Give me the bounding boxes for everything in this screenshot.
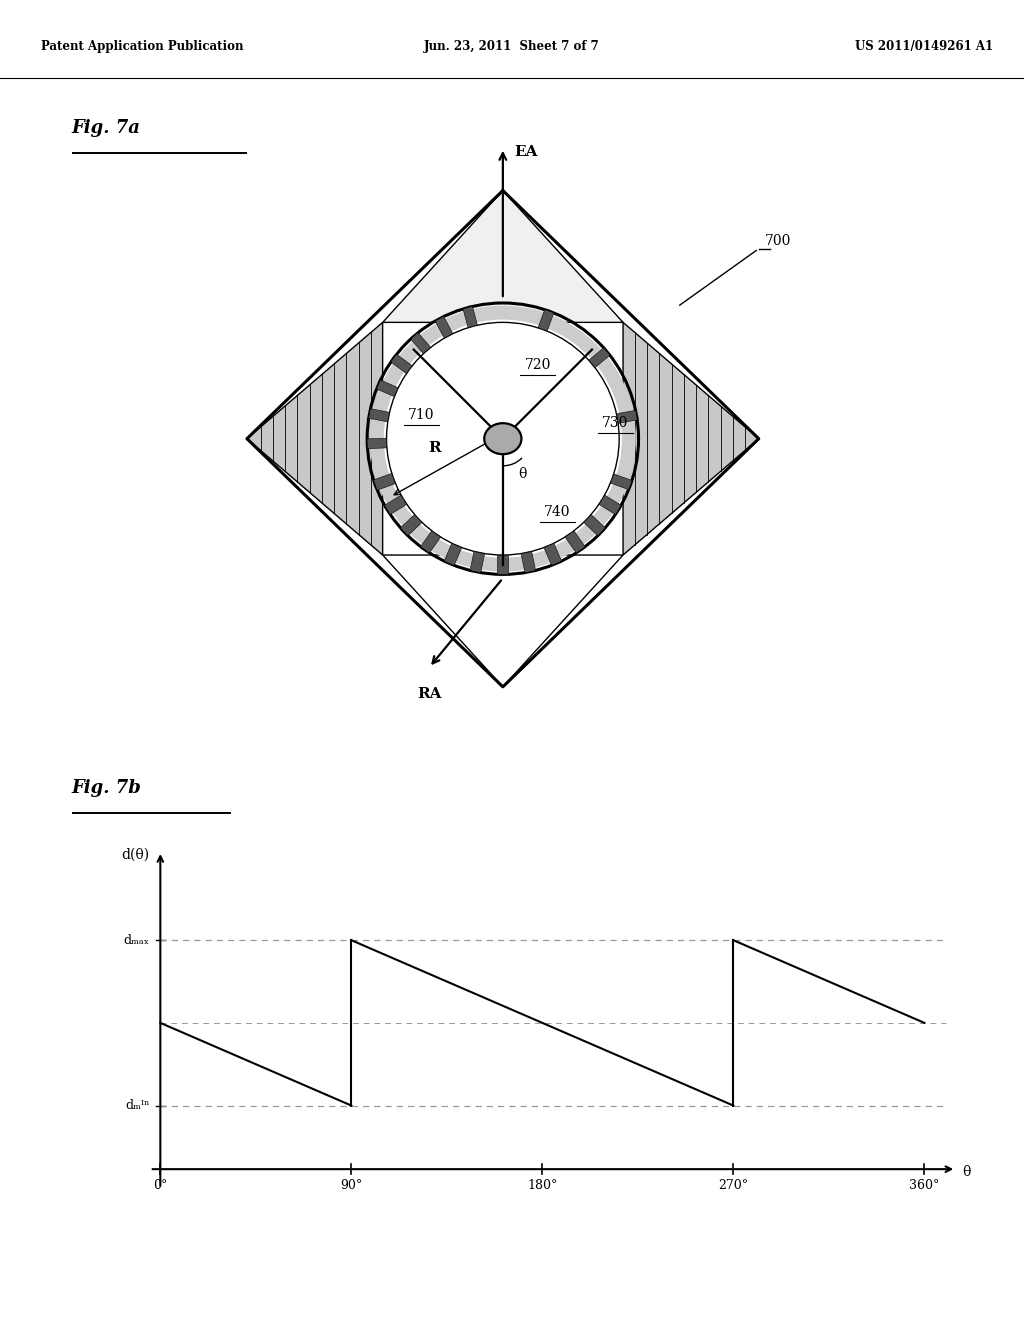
- Polygon shape: [589, 347, 610, 368]
- Polygon shape: [421, 531, 440, 553]
- Polygon shape: [383, 190, 623, 322]
- Text: θ: θ: [963, 1166, 971, 1179]
- Polygon shape: [498, 554, 508, 574]
- Ellipse shape: [484, 424, 521, 454]
- Polygon shape: [623, 322, 759, 554]
- Text: Jun. 23, 2011  Sheet 7 of 7: Jun. 23, 2011 Sheet 7 of 7: [424, 40, 600, 53]
- Text: 710: 710: [409, 408, 434, 422]
- Polygon shape: [374, 474, 395, 490]
- Text: θ: θ: [518, 466, 526, 480]
- Polygon shape: [538, 309, 554, 331]
- Polygon shape: [565, 531, 585, 553]
- Polygon shape: [599, 495, 622, 515]
- Text: 740: 740: [544, 506, 570, 519]
- Polygon shape: [470, 552, 484, 573]
- Polygon shape: [584, 515, 605, 536]
- Text: 90°: 90°: [340, 1179, 362, 1192]
- Polygon shape: [367, 438, 387, 449]
- Polygon shape: [411, 333, 431, 354]
- Polygon shape: [400, 515, 422, 536]
- Text: 180°: 180°: [527, 1179, 557, 1192]
- Text: 0°: 0°: [154, 1179, 168, 1192]
- Text: dₘₐₓ: dₘₐₓ: [124, 933, 150, 946]
- Text: EA: EA: [514, 145, 538, 158]
- Polygon shape: [463, 306, 477, 327]
- Polygon shape: [521, 552, 536, 573]
- Polygon shape: [369, 409, 389, 422]
- Text: Fig. 7b: Fig. 7b: [72, 779, 141, 797]
- Ellipse shape: [377, 313, 629, 565]
- Polygon shape: [391, 354, 412, 374]
- Text: 720: 720: [524, 358, 551, 372]
- Text: 360°: 360°: [909, 1179, 940, 1192]
- Polygon shape: [247, 322, 383, 554]
- Polygon shape: [544, 544, 561, 565]
- Text: 270°: 270°: [718, 1179, 749, 1192]
- Text: dₘᴵⁿ: dₘᴵⁿ: [125, 1100, 150, 1111]
- Text: 730: 730: [602, 416, 629, 430]
- Polygon shape: [444, 544, 462, 565]
- Text: US 2011/0149261 A1: US 2011/0149261 A1: [855, 40, 993, 53]
- Text: Fig. 7a: Fig. 7a: [72, 119, 140, 137]
- Polygon shape: [377, 380, 398, 396]
- Polygon shape: [610, 474, 632, 490]
- Text: Patent Application Publication: Patent Application Publication: [41, 40, 244, 53]
- Polygon shape: [435, 317, 453, 338]
- Text: R: R: [429, 441, 441, 455]
- Polygon shape: [384, 495, 407, 515]
- Polygon shape: [616, 411, 637, 424]
- Text: RA: RA: [418, 686, 442, 701]
- Text: d(θ): d(θ): [122, 847, 150, 862]
- Text: 700: 700: [765, 234, 791, 248]
- Polygon shape: [383, 554, 623, 686]
